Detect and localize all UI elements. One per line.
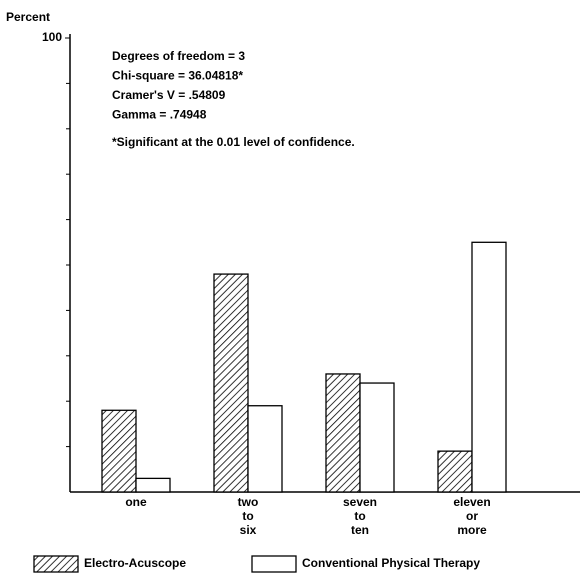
- bar: [247, 405, 283, 493]
- y-tick-label: 100: [42, 30, 62, 44]
- bar: [325, 373, 361, 493]
- legend-label: Electro-Acuscope: [84, 556, 186, 570]
- bar: [437, 450, 473, 493]
- x-tick-label: seven to ten: [342, 495, 378, 537]
- bar: [135, 477, 171, 493]
- annotation: Cramer's V = .54809: [112, 88, 226, 102]
- x-tick-label: eleven or more: [453, 495, 491, 537]
- legend-swatch: [251, 555, 297, 573]
- y-axis-label: Percent: [6, 10, 50, 24]
- bar: [101, 409, 137, 493]
- legend-label: Conventional Physical Therapy: [302, 556, 480, 570]
- annotation: Chi-square = 36.04818*: [112, 69, 243, 83]
- bar: [359, 382, 395, 493]
- annotation: Degrees of freedom = 3: [112, 49, 245, 63]
- legend-swatch: [33, 555, 79, 573]
- x-tick-label: two to six: [237, 495, 259, 537]
- annotation: Gamma = .74948: [112, 108, 207, 122]
- bar: [213, 273, 249, 493]
- bar: [471, 241, 507, 493]
- annotation: *Significant at the 0.01 level of confid…: [112, 135, 355, 149]
- x-tick-label: one: [125, 495, 147, 509]
